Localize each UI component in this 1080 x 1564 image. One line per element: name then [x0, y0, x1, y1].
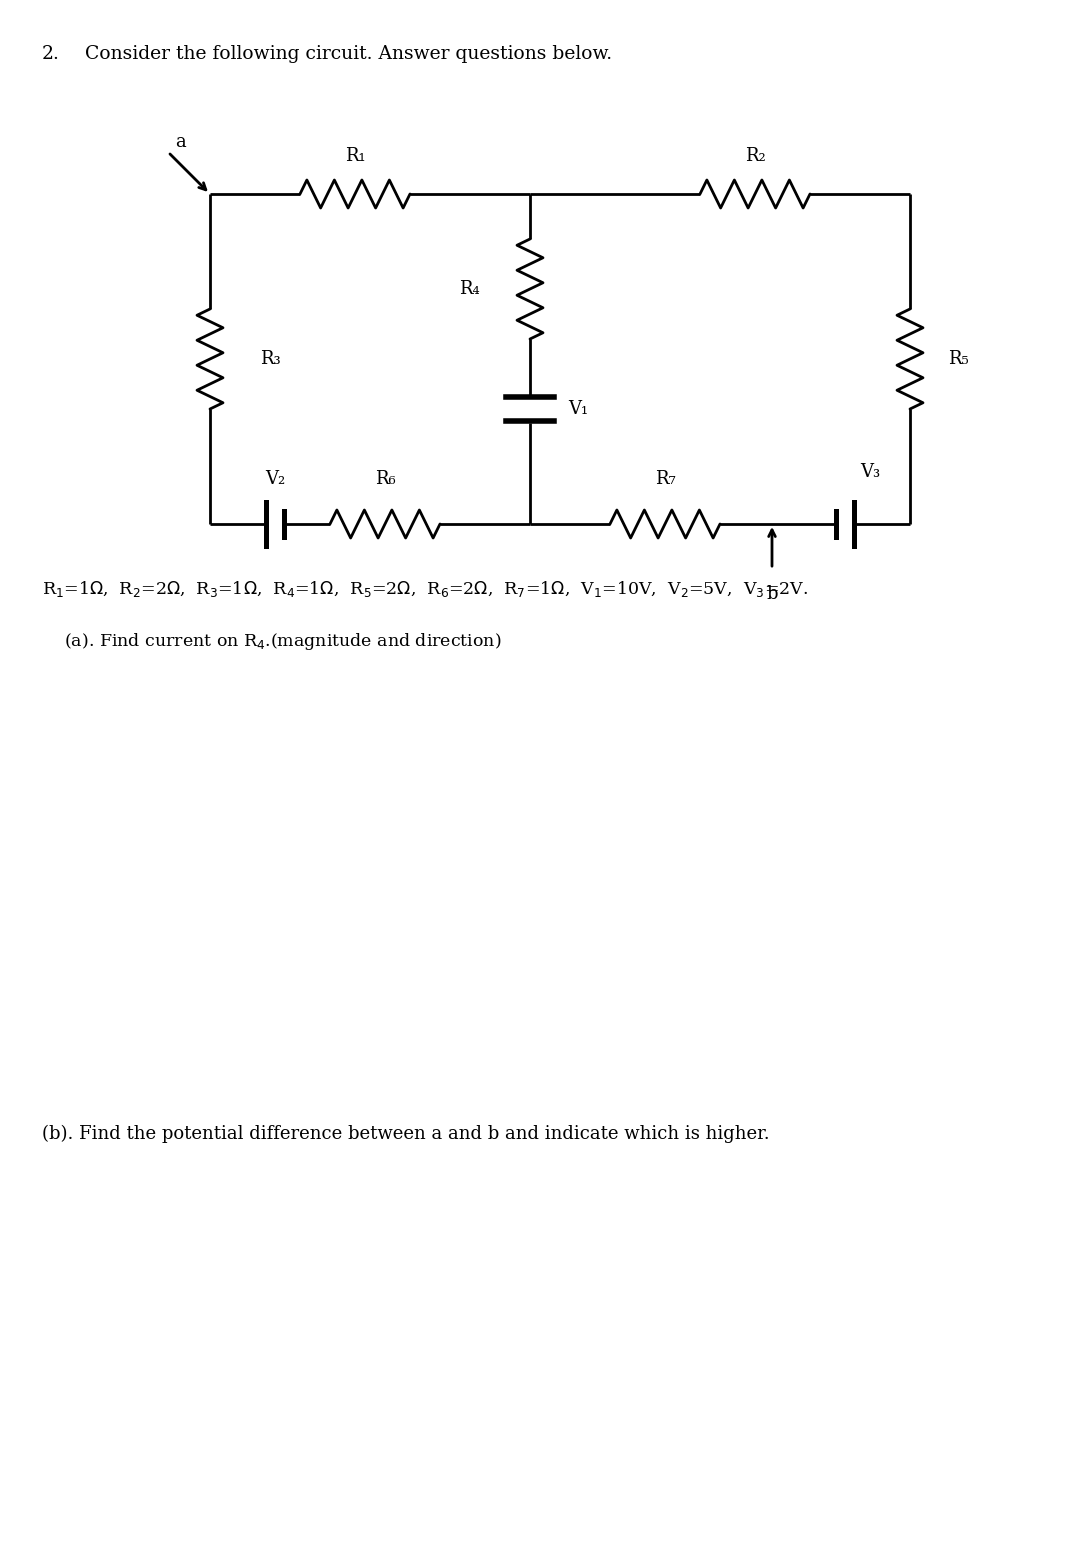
Text: V₁: V₁: [568, 400, 589, 418]
Text: (a). Find current on R$_4$.(magnitude and direction): (a). Find current on R$_4$.(magnitude an…: [42, 630, 501, 652]
Text: R₃: R₃: [260, 350, 281, 368]
Text: a: a: [175, 133, 186, 152]
Text: V₂: V₂: [265, 471, 285, 488]
Text: (b). Find the potential difference between a and b and indicate which is higher.: (b). Find the potential difference betwe…: [42, 1125, 770, 1143]
Text: R₅: R₅: [948, 350, 969, 368]
Text: R$_1$=1$\Omega$,  R$_2$=2$\Omega$,  R$_3$=1$\Omega$,  R$_4$=1$\Omega$,  R$_5$=2$: R$_1$=1$\Omega$, R$_2$=2$\Omega$, R$_3$=…: [42, 579, 808, 599]
Text: Consider the following circuit. Answer questions below.: Consider the following circuit. Answer q…: [85, 45, 612, 63]
Text: R₇: R₇: [654, 471, 675, 488]
Text: R₂: R₂: [744, 147, 766, 164]
Text: 2.: 2.: [42, 45, 59, 63]
Text: V₃: V₃: [860, 463, 880, 482]
Text: b: b: [766, 585, 778, 604]
Text: R₆: R₆: [375, 471, 395, 488]
Text: R₄: R₄: [459, 280, 480, 299]
Text: R₁: R₁: [345, 147, 365, 164]
